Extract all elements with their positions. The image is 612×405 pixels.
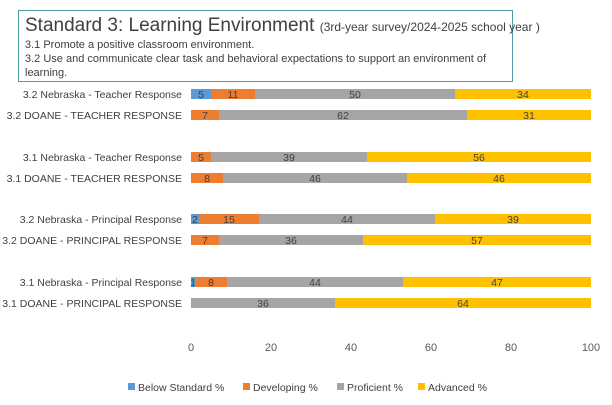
data-label: 47 <box>491 277 503 289</box>
bar-segment <box>255 89 455 99</box>
data-label: 46 <box>309 173 321 185</box>
bar-segment <box>467 110 591 120</box>
data-label: 31 <box>523 110 535 122</box>
category-label: 3.2 Nebraska - Teacher Response <box>23 89 182 101</box>
legend-swatch <box>418 383 425 390</box>
data-label: 2 <box>192 214 198 226</box>
bar-segment <box>227 277 403 287</box>
bar-segment <box>191 152 211 162</box>
bar-segment <box>191 89 211 99</box>
chart-subtitle-line-1: 3.1 Promote a positive classroom environ… <box>25 39 255 51</box>
bar-segment <box>195 277 227 287</box>
data-label: 8 <box>204 173 210 185</box>
legend-swatch <box>128 383 135 390</box>
bar-segment <box>219 235 363 245</box>
bar-segment <box>259 214 435 224</box>
legend-swatch <box>337 383 344 390</box>
bar-segment <box>363 235 591 245</box>
x-tick-label: 60 <box>425 342 437 354</box>
data-label: 1 <box>190 277 196 289</box>
data-label: 50 <box>349 89 361 101</box>
bar-segment <box>435 214 591 224</box>
x-tick-label: 40 <box>345 342 357 354</box>
x-tick-label: 0 <box>188 342 194 354</box>
data-label: 62 <box>337 110 349 122</box>
category-label: 3.2 Nebraska - Principal Response <box>20 214 182 226</box>
bar-segment <box>191 110 219 120</box>
bar-segment <box>191 173 223 183</box>
data-label: 56 <box>473 152 485 164</box>
data-label: 46 <box>493 173 505 185</box>
bar-segment <box>191 235 219 245</box>
bar-segment <box>191 298 335 308</box>
data-label: 39 <box>283 152 295 164</box>
data-label: 5 <box>198 152 204 164</box>
chart-subtitle-line-2: 3.2 Use and communicate clear task and b… <box>25 53 487 65</box>
x-tick-label: 80 <box>505 342 517 354</box>
category-label: 3.1 DOANE - PRINCIPAL RESPONSE <box>2 298 182 310</box>
x-tick-label: 20 <box>265 342 277 354</box>
bar-segment <box>191 214 199 224</box>
bar-segment <box>191 277 195 287</box>
legend-swatch <box>243 383 250 390</box>
bar-segment <box>367 152 591 162</box>
chart-title-main: Standard 3: Learning Environment <box>25 15 315 36</box>
legend-label: Advanced % <box>428 382 487 394</box>
x-tick-label: 100 <box>582 342 600 354</box>
data-label: 7 <box>202 110 208 122</box>
bar-segment <box>211 152 367 162</box>
category-label: 3.2 DOANE - TEACHER RESPONSE <box>7 110 182 122</box>
data-label: 11 <box>228 89 239 101</box>
data-label: 44 <box>341 214 353 226</box>
bar-segment <box>455 89 591 99</box>
bar-segment <box>219 110 467 120</box>
data-label: 7 <box>202 235 208 247</box>
chart-title-sub: (3rd-year survey/2024-2025 school year ) <box>319 20 540 34</box>
data-label: 39 <box>507 214 519 226</box>
legend-label: Below Standard % <box>138 382 224 394</box>
data-label: 34 <box>517 89 529 101</box>
bar-segment <box>211 89 255 99</box>
category-label: 3.2 DOANE - PRINCIPAL RESPONSE <box>2 235 182 247</box>
bar-segment <box>335 298 591 308</box>
bar-segment <box>403 277 591 287</box>
data-label: 64 <box>457 298 469 310</box>
category-label: 3.1 Nebraska - Principal Response <box>20 277 182 289</box>
chart-subtitle-line-3: learning. <box>25 67 68 79</box>
bar-segment <box>223 173 407 183</box>
chart-title: Standard 3: Learning Environment (3rd-ye… <box>25 15 540 38</box>
category-label: 3.1 Nebraska - Teacher Response <box>23 152 182 164</box>
data-label: 5 <box>198 89 204 101</box>
data-label: 36 <box>285 235 297 247</box>
category-label: 3.1 DOANE - TEACHER RESPONSE <box>7 173 182 185</box>
data-label: 44 <box>309 277 321 289</box>
bar-segment <box>199 214 259 224</box>
bar-segment <box>407 173 591 183</box>
chart-title-box: Standard 3: Learning Environment (3rd-ye… <box>18 10 540 82</box>
data-label: 57 <box>471 235 483 247</box>
data-label: 15 <box>223 214 235 226</box>
data-label: 36 <box>257 298 269 310</box>
legend-label: Proficient % <box>347 382 403 394</box>
legend-label: Developing % <box>253 382 318 394</box>
data-label: 8 <box>208 277 214 289</box>
